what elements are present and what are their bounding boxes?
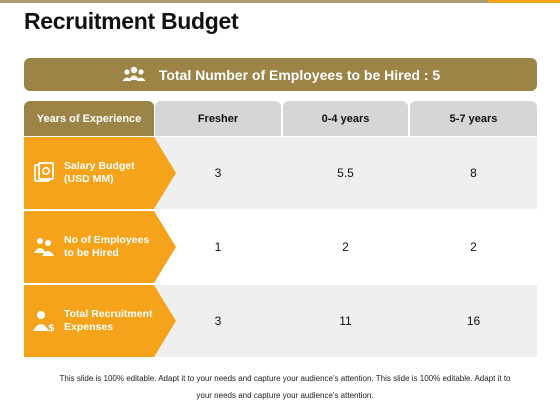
- cell-expenses-5-7: 16: [466, 314, 481, 328]
- money-icon: [34, 162, 54, 182]
- years-of-experience-header: Years of Experience: [24, 101, 154, 136]
- footer-note: This slide is 100% editable. Adapt it to…: [30, 370, 540, 404]
- column-header-5-7-years: 5-7 years: [410, 101, 537, 136]
- cell-expenses-fresher: 3: [214, 314, 222, 328]
- column-header-fresher: Fresher: [155, 101, 281, 136]
- row-label-line1: No of Employees: [64, 234, 150, 246]
- person-dollar-icon: $: [33, 311, 55, 333]
- top-accent-bar: [0, 0, 488, 3]
- footer-line2: your needs and capture your audience's a…: [196, 391, 374, 400]
- row-label-total-recruitment-expenses: $ Total Recruitment Expenses: [24, 285, 176, 357]
- row-label-line1: Salary Budget: [64, 160, 135, 172]
- column-header-0-4-years: 0-4 years: [283, 101, 408, 136]
- cell-employees-0-4: 2: [342, 240, 349, 254]
- svg-text:$: $: [48, 323, 55, 333]
- page-title: Recruitment Budget: [24, 8, 239, 34]
- row-label-line1: Total Recruitment: [64, 308, 153, 320]
- cell-employees-5-7: 2: [470, 240, 477, 254]
- top-accent-bar-orange: [488, 0, 560, 3]
- total-hires-banner: Total Number of Employees to be Hired : …: [24, 58, 537, 91]
- employees-icon: [34, 238, 54, 256]
- row-label-salary-budget: Salary Budget (USD MM): [24, 137, 176, 209]
- row-label-line2: to be Hired: [64, 247, 119, 259]
- cell-salary-fresher: 3: [214, 166, 222, 180]
- row-label-line2: (USD MM): [64, 173, 114, 185]
- footer-line1: This slide is 100% editable. Adapt it to…: [59, 374, 511, 383]
- cell-salary-5-7: 8: [470, 166, 477, 180]
- people-group-icon: [122, 66, 146, 81]
- cell-salary-0-4: 5.5: [337, 166, 354, 180]
- row-label-employees-hired: No of Employees to be Hired: [24, 211, 176, 283]
- cell-expenses-0-4: 11: [339, 314, 352, 328]
- banner-text: Total Number of Employees to be Hired : …: [158, 66, 441, 83]
- cell-employees-fresher: 1: [214, 240, 222, 254]
- row-label-line2: Expenses: [64, 321, 114, 333]
